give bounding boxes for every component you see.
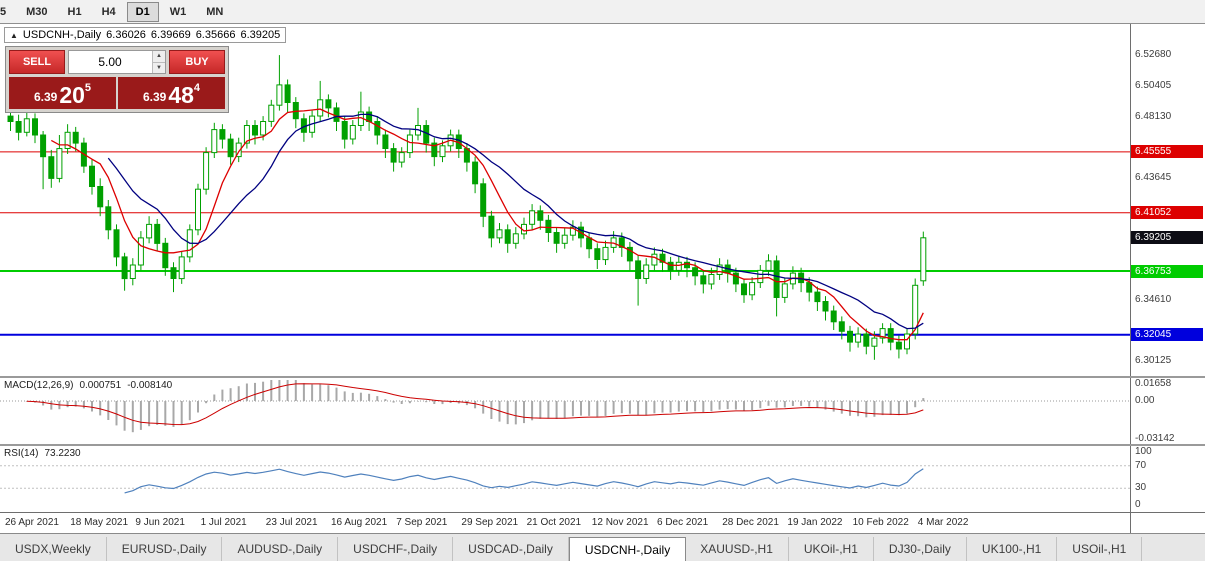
macd-value-signal: -0.008140 — [127, 380, 173, 391]
ohlc-open: 6.36026 — [106, 29, 146, 41]
ohlc-high: 6.39669 — [150, 29, 191, 41]
rsi-axis: 100 70 30 0 — [1130, 446, 1205, 512]
date-label: 19 Jan 2022 — [787, 517, 843, 528]
chart-tab-usdx-weekly[interactable]: USDX,Weekly — [0, 537, 107, 561]
rsi-pane[interactable]: RSI(14) 73.2230 — [0, 446, 1130, 512]
macd-value-main: 0.000751 — [79, 380, 122, 391]
macd-scale-label: 0.01658 — [1135, 378, 1172, 389]
one-click-trading-panel: SELL 5.00 ▲ ▼ BUY 6.39 20 5 6 — [5, 46, 229, 113]
chart-tab-audusd-daily[interactable]: AUDUSD-,Daily — [222, 537, 339, 561]
macd-scale-label: -0.03142 — [1135, 433, 1175, 444]
hline-price-label: 6.45555 — [1131, 145, 1203, 159]
timeframe-button-mn[interactable]: MN — [206, 5, 224, 18]
ohlc-close: 6.39205 — [240, 29, 281, 41]
timeframe-toolbar: 5 M30 H1 H4 D1 W1 MN — [0, 0, 1205, 24]
one-click-toggle-icon[interactable]: ▲ — [10, 30, 18, 40]
price-scale-label: 6.34610 — [1135, 294, 1172, 306]
macd-title: MACD(12,26,9) 0.000751 -0.008140 — [4, 380, 172, 391]
main-chart-pane[interactable]: ▲ USDCNH-,Daily 6.36026 6.39669 6.35666 … — [0, 24, 1130, 376]
chart-tab-usoil-h1[interactable]: USOil-,H1 — [1057, 537, 1143, 561]
date-label: 29 Sep 2021 — [461, 517, 519, 528]
timeframe-button-5[interactable]: 5 — [0, 5, 7, 18]
rsi-title: RSI(14) 73.2230 — [4, 448, 81, 459]
chart-tab-dj30-daily[interactable]: DJ30-,Daily — [874, 537, 967, 561]
hline-price-label: 6.41052 — [1131, 206, 1203, 220]
timeframe-button-m30[interactable]: M30 — [26, 5, 48, 18]
bid-price-pipette: 5 — [84, 82, 92, 94]
chart-tab-usdcnh-daily[interactable]: USDCNH-,Daily — [568, 537, 687, 561]
volume-down-button[interactable]: ▼ — [153, 62, 165, 73]
chart-tab-uk100-h1[interactable]: UK100-,H1 — [967, 537, 1058, 561]
timeframe-button-h1[interactable]: H1 — [67, 5, 82, 18]
rsi-value: 73.2230 — [44, 448, 81, 459]
chart-tab-usdcad-daily[interactable]: USDCAD-,Daily — [453, 537, 569, 561]
candlestick-chart[interactable] — [0, 24, 1130, 376]
date-label: 21 Oct 2021 — [526, 517, 582, 528]
date-label: 16 Aug 2021 — [331, 517, 388, 528]
current-price-label: 6.39205 — [1131, 231, 1203, 245]
chart-ohlc-info: ▲ USDCNH-,Daily 6.36026 6.39669 6.35666 … — [4, 27, 287, 43]
sell-button[interactable]: SELL — [9, 50, 65, 74]
timeframe-button-h4[interactable]: H4 — [101, 5, 116, 18]
volume-up-button[interactable]: ▲ — [153, 51, 165, 63]
buy-button[interactable]: BUY — [169, 50, 225, 74]
bid-price-big: 20 — [59, 82, 85, 108]
volume-stepper[interactable]: 5.00 ▲ ▼ — [68, 50, 166, 74]
rsi-scale-label: 70 — [1135, 459, 1147, 471]
chart-tab-ukoil-h1[interactable]: UKOil-,H1 — [789, 537, 874, 561]
ask-price-button[interactable]: 6.39 48 4 — [118, 77, 225, 109]
hline-price-label: 6.32045 — [1131, 328, 1203, 342]
price-scale-label: 6.50405 — [1135, 80, 1172, 92]
macd-label: MACD(12,26,9) — [4, 380, 74, 391]
axis-corner — [1130, 512, 1205, 533]
price-scale-label: 6.48130 — [1135, 111, 1172, 122]
ask-price-pipette: 4 — [193, 82, 201, 94]
rsi-scale-label: 0 — [1135, 499, 1141, 510]
macd-scale-label: 0.00 — [1135, 395, 1155, 407]
macd-chart[interactable] — [0, 378, 1130, 444]
timeframe-button-d1[interactable]: D1 — [126, 1, 159, 22]
rsi-chart[interactable] — [0, 446, 1130, 512]
date-label: 9 Jun 2021 — [135, 517, 185, 528]
chart-tabs-bar: USDX,Weekly EURUSD-,Daily AUDUSD-,Daily USD… — [0, 533, 1205, 561]
pane-separator[interactable] — [0, 376, 1205, 378]
chart-tab-usdchf-daily[interactable]: USDCHF-,Daily — [338, 537, 454, 561]
date-label: 18 May 2021 — [70, 517, 129, 528]
date-label: 23 Jul 2021 — [265, 517, 318, 528]
date-label: 28 Dec 2021 — [722, 517, 779, 528]
bid-price-prefix: 6.39 — [33, 90, 58, 104]
macd-pane[interactable]: MACD(12,26,9) 0.000751 -0.008140 — [0, 378, 1130, 444]
volume-value[interactable]: 5.00 — [98, 55, 122, 69]
price-axis[interactable]: 6.52680 6.50405 6.48130 6.43645 6.34610 6.301… — [1130, 24, 1205, 376]
date-label: 6 Dec 2021 — [657, 517, 709, 528]
pane-separator[interactable] — [0, 444, 1205, 446]
price-scale-label: 6.43645 — [1135, 171, 1172, 183]
chart-tab-xauusd-h1[interactable]: XAUUSD-,H1 — [685, 537, 789, 561]
macd-axis: 0.01658 0.00 -0.03142 — [1130, 378, 1205, 444]
ask-price-prefix: 6.39 — [142, 90, 167, 104]
rsi-label: RSI(14) — [4, 448, 39, 459]
date-label: 4 Mar 2022 — [917, 517, 969, 528]
ohlc-low: 6.35666 — [195, 29, 236, 41]
rsi-scale-label: 30 — [1135, 482, 1147, 494]
hline-price-label: 6.36753 — [1131, 264, 1203, 278]
chart-window: ▲ USDCNH-,Daily 6.36026 6.39669 6.35666 … — [0, 24, 1205, 533]
chart-symbol: USDCNH-,Daily — [22, 29, 102, 41]
price-scale-label: 6.52680 — [1135, 49, 1172, 61]
time-axis[interactable]: 26 Apr 2021 18 May 2021 9 Jun 2021 1 Jul 20… — [0, 512, 1130, 533]
chart-tab-eurusd-daily[interactable]: EURUSD-,Daily — [107, 537, 223, 561]
timeframe-button-w1[interactable]: W1 — [169, 5, 187, 18]
rsi-scale-label: 100 — [1135, 446, 1152, 457]
bid-price-button[interactable]: 6.39 20 5 — [9, 77, 116, 109]
date-label: 12 Nov 2021 — [591, 517, 649, 528]
date-label: 7 Sep 2021 — [396, 517, 448, 528]
date-label: 1 Jul 2021 — [200, 517, 247, 528]
date-label: 26 Apr 2021 — [5, 517, 59, 528]
price-scale-label: 6.30125 — [1135, 354, 1172, 366]
date-label: 10 Feb 2022 — [852, 517, 909, 528]
ask-price-big: 48 — [168, 82, 194, 108]
